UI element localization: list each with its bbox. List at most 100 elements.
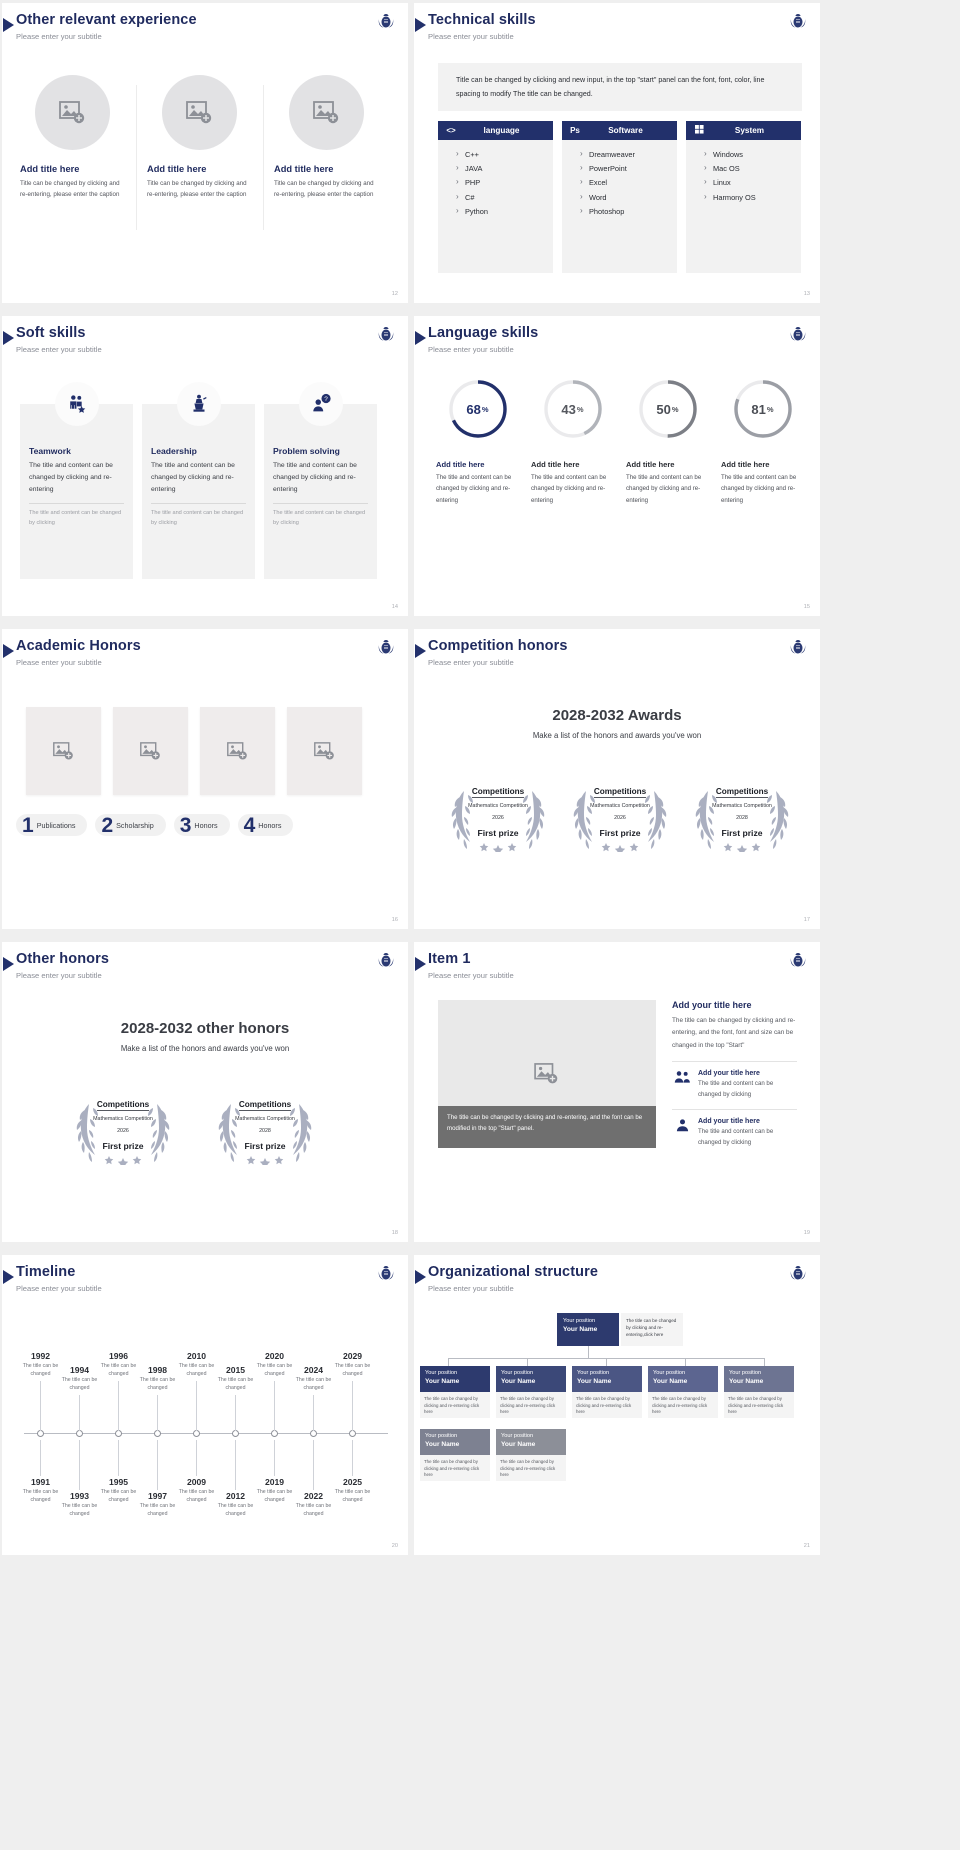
language-ring-item[interactable]: 43% Add title here The title and content… bbox=[531, 378, 614, 506]
university-crest-icon bbox=[378, 327, 394, 341]
timeline-text: The title can be changed bbox=[256, 1363, 293, 1378]
slide-thumbnail-16[interactable]: Academic Honors Please enter your subtit… bbox=[2, 629, 408, 929]
slide-thumbnail-13[interactable]: Technical skills Please enter your subti… bbox=[414, 3, 820, 303]
timeline-node[interactable] bbox=[37, 1430, 44, 1437]
timeline-node[interactable] bbox=[310, 1430, 317, 1437]
timeline-label-below[interactable]: 1991 The title can be changed bbox=[18, 1477, 63, 1504]
soft-skill-card-leadership[interactable]: Leadership The title and content can be … bbox=[142, 382, 255, 579]
list-item[interactable]: Word bbox=[580, 192, 677, 202]
list-item[interactable]: C# bbox=[456, 192, 553, 202]
award-card[interactable]: Competitions Mathematics Competition 202… bbox=[686, 777, 798, 852]
image-placeholder[interactable] bbox=[113, 707, 188, 795]
timeline-label-above[interactable]: 1998 The title can be changed bbox=[135, 1365, 180, 1392]
timeline-node[interactable] bbox=[232, 1430, 239, 1437]
image-placeholder[interactable] bbox=[162, 75, 237, 150]
timeline-node[interactable] bbox=[349, 1430, 356, 1437]
list-item[interactable]: Linux bbox=[704, 177, 801, 187]
org-node[interactable]: Your position Your Name The title can be… bbox=[648, 1366, 718, 1418]
award-card[interactable]: Competitions Mathematics Competition 202… bbox=[67, 1090, 179, 1165]
image-placeholder[interactable] bbox=[287, 707, 362, 795]
org-node[interactable]: Your position Your Name The title can be… bbox=[496, 1366, 566, 1418]
soft-skill-card-teamwork[interactable]: Teamwork The title and content can be ch… bbox=[20, 382, 133, 579]
university-crest-icon bbox=[790, 327, 806, 341]
list-item[interactable]: Photoshop bbox=[580, 206, 677, 216]
list-item[interactable]: Python bbox=[456, 206, 553, 216]
honor-badge[interactable]: 3 Honors bbox=[173, 814, 230, 836]
org-node[interactable]: Your position Your Name The title can be… bbox=[496, 1429, 566, 1481]
image-placeholder[interactable] bbox=[35, 75, 110, 150]
timeline-label-below[interactable]: 2012 The title can be changed bbox=[213, 1491, 258, 1518]
language-ring-item[interactable]: 50% Add title here The title and content… bbox=[626, 378, 709, 506]
timeline-label-below[interactable]: 2025 The title can be changed bbox=[330, 1477, 375, 1504]
timeline-label-above[interactable]: 1996 The title can be changed bbox=[96, 1351, 141, 1378]
award-competition: Competitions bbox=[471, 787, 525, 798]
slide-thumbnail-14[interactable]: Soft skills Please enter your subtitle bbox=[2, 316, 408, 616]
ring-title: Add title here bbox=[531, 460, 580, 469]
skill-card-software[interactable]: Ps Software Dreamweaver PowerPoint Excel… bbox=[562, 121, 677, 273]
timeline-label-below[interactable]: 2019 The title can be changed bbox=[252, 1477, 297, 1504]
timeline-label-below[interactable]: 1995 The title can be changed bbox=[96, 1477, 141, 1504]
list-item[interactable]: JAVA bbox=[456, 163, 553, 173]
skill-card-language[interactable]: <> language C++ JAVA PHP C# Python bbox=[438, 121, 553, 273]
timeline-label-above[interactable]: 1992 The title can be changed bbox=[18, 1351, 63, 1378]
timeline-node[interactable] bbox=[76, 1430, 83, 1437]
honor-badge[interactable]: 4 Honors bbox=[237, 814, 294, 836]
image-placeholder[interactable] bbox=[200, 707, 275, 795]
timeline-node[interactable] bbox=[193, 1430, 200, 1437]
list-item[interactable]: Add your title here The title and conten… bbox=[672, 1061, 797, 1100]
honor-badge[interactable]: 1 Publications bbox=[16, 814, 88, 836]
org-node[interactable]: Your position Your Name The title can be… bbox=[420, 1429, 490, 1481]
image-placeholder[interactable] bbox=[289, 75, 364, 150]
award-card[interactable]: Competitions Mathematics Competition 202… bbox=[209, 1090, 321, 1165]
slide-thumbnail-19[interactable]: Item 1 Please enter your subtitle The ti… bbox=[414, 942, 820, 1242]
award-card[interactable]: Competitions Mathematics Competition 202… bbox=[442, 777, 554, 852]
org-root-node[interactable]: Your position Your Name bbox=[557, 1313, 619, 1346]
slide-thumbnail-12[interactable]: Other relevant experience Please enter y… bbox=[2, 3, 408, 303]
skill-card-system[interactable]: System Windows Mac OS Linux Harmony OS bbox=[686, 121, 801, 273]
timeline-label-below[interactable]: 2009 The title can be changed bbox=[174, 1477, 219, 1504]
org-root-note[interactable]: The title can be changed by clicking and… bbox=[621, 1313, 683, 1346]
list-item[interactable]: PHP bbox=[456, 177, 553, 187]
list-item[interactable]: Mac OS bbox=[704, 163, 801, 173]
slide-thumbnail-21[interactable]: Organizational structure Please enter yo… bbox=[414, 1255, 820, 1555]
timeline-node[interactable] bbox=[115, 1430, 122, 1437]
timeline-node[interactable] bbox=[154, 1430, 161, 1437]
experience-column[interactable]: Add title here Title can be changed by c… bbox=[147, 75, 264, 230]
timeline-node[interactable] bbox=[271, 1430, 278, 1437]
list-item[interactable]: Excel bbox=[580, 177, 677, 187]
list-item[interactable]: Harmony OS bbox=[704, 192, 801, 202]
list-item[interactable]: Add your title here The title and conten… bbox=[672, 1109, 797, 1148]
timeline-label-below[interactable]: 1997 The title can be changed bbox=[135, 1491, 180, 1518]
list-item[interactable]: C++ bbox=[456, 149, 553, 159]
image-placeholder[interactable] bbox=[26, 707, 101, 795]
timeline-label-above[interactable]: 2020 The title can be changed bbox=[252, 1351, 297, 1378]
timeline-label-above[interactable]: 2010 The title can be changed bbox=[174, 1351, 219, 1378]
award-card[interactable]: Competitions Mathematics Competition 202… bbox=[564, 777, 676, 852]
timeline-label-above[interactable]: 2015 The title can be changed bbox=[213, 1365, 258, 1392]
timeline-label-above[interactable]: 1994 The title can be changed bbox=[57, 1365, 102, 1392]
org-node[interactable]: Your position Your Name The title can be… bbox=[420, 1366, 490, 1418]
slide-thumbnail-15[interactable]: Language skills Please enter your subtit… bbox=[414, 316, 820, 616]
card-footnote: The title and content can be changed by … bbox=[151, 510, 244, 526]
list-item[interactable]: PowerPoint bbox=[580, 163, 677, 173]
timeline-label-below[interactable]: 1993 The title can be changed bbox=[57, 1491, 102, 1518]
language-ring-item[interactable]: 68% Add title here The title and content… bbox=[436, 378, 519, 506]
slide-thumbnail-20[interactable]: Timeline Please enter your subtitle bbox=[2, 1255, 408, 1555]
honor-badge[interactable]: 2 Scholarship bbox=[95, 814, 166, 836]
timeline-label-below[interactable]: 2022 The title can be changed bbox=[291, 1491, 336, 1518]
org-position: Your position bbox=[729, 1370, 762, 1376]
slide-thumbnail-18[interactable]: Other honors Please enter your subtitle … bbox=[2, 942, 408, 1242]
soft-skill-card-problem-solving[interactable]: ? Problem solving The title and content … bbox=[264, 382, 377, 579]
experience-column[interactable]: Add title here Title can be changed by c… bbox=[274, 75, 379, 201]
timeline-label-above[interactable]: 2029 The title can be changed bbox=[330, 1351, 375, 1378]
language-ring-item[interactable]: 81% Add title here The title and content… bbox=[721, 378, 804, 506]
org-node[interactable]: Your position Your Name The title can be… bbox=[724, 1366, 794, 1418]
slide-thumbnail-17[interactable]: Competition honors Please enter your sub… bbox=[414, 629, 820, 929]
triangle-bullet-icon bbox=[415, 957, 426, 971]
org-node[interactable]: Your position Your Name The title can be… bbox=[572, 1366, 642, 1418]
list-item[interactable]: Windows bbox=[704, 149, 801, 159]
timeline-label-above[interactable]: 2024 The title can be changed bbox=[291, 1365, 336, 1392]
experience-column[interactable]: Add title here Title can be changed by c… bbox=[20, 75, 137, 230]
org-node-header: Your position Your Name bbox=[420, 1366, 490, 1392]
list-item[interactable]: Dreamweaver bbox=[580, 149, 677, 159]
